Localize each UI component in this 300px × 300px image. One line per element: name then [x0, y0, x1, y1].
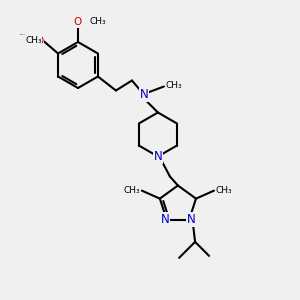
Text: N: N [160, 213, 169, 226]
Text: O: O [35, 35, 43, 46]
Text: methoxy: methoxy [20, 34, 26, 35]
Text: CH₃: CH₃ [25, 36, 42, 45]
Text: CH₃: CH₃ [166, 81, 182, 90]
Text: N: N [187, 213, 196, 226]
Text: N: N [140, 88, 148, 101]
Text: N: N [154, 150, 162, 163]
Text: CH₃: CH₃ [216, 186, 232, 195]
Text: O: O [74, 17, 82, 27]
Text: CH₃: CH₃ [90, 17, 106, 26]
Text: CH₃: CH₃ [123, 186, 140, 195]
